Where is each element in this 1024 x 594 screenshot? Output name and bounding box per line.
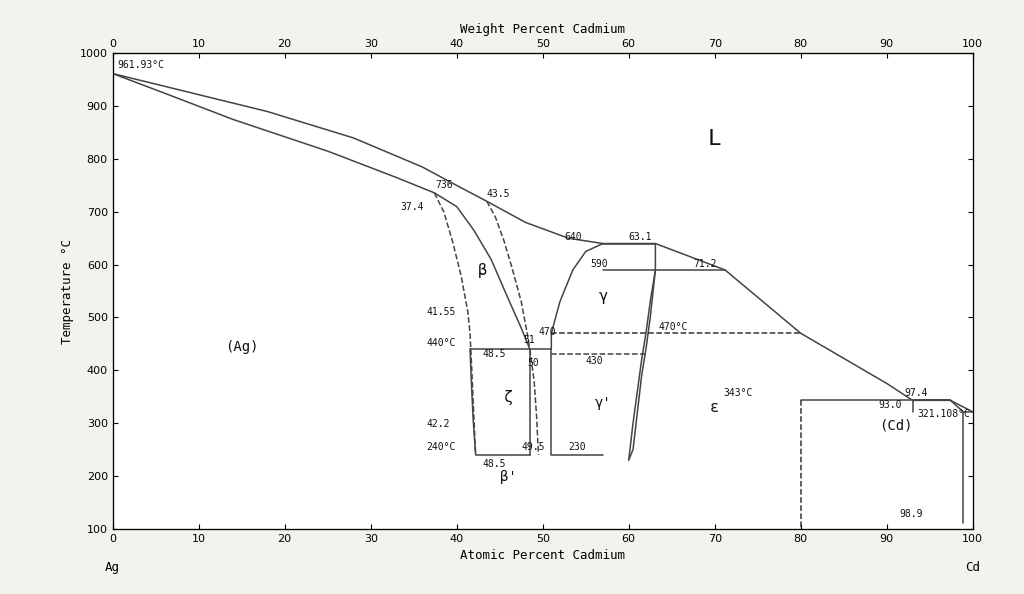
Text: 640: 640: [564, 232, 582, 242]
X-axis label: Atomic Percent Cadmium: Atomic Percent Cadmium: [460, 549, 626, 562]
Text: 42.2: 42.2: [427, 419, 451, 429]
Text: 41.55: 41.55: [427, 308, 456, 317]
Text: β: β: [478, 263, 487, 278]
Text: ε: ε: [711, 400, 719, 415]
Text: (Cd): (Cd): [879, 419, 912, 432]
X-axis label: Weight Percent Cadmium: Weight Percent Cadmium: [460, 23, 626, 36]
Text: Cd: Cd: [966, 561, 980, 574]
Text: 37.4: 37.4: [400, 202, 424, 212]
Text: 240°C: 240°C: [427, 442, 456, 452]
Text: 50: 50: [527, 358, 539, 368]
Text: 961.93°C: 961.93°C: [117, 61, 164, 70]
Text: 63.1: 63.1: [629, 232, 652, 242]
Text: 343°C: 343°C: [723, 388, 753, 398]
Text: 230: 230: [568, 442, 586, 452]
Text: 93.0: 93.0: [879, 400, 902, 410]
Text: 48.5: 48.5: [482, 459, 506, 469]
Text: β': β': [500, 470, 517, 484]
Text: 430: 430: [586, 356, 603, 366]
Text: 590: 590: [590, 259, 607, 269]
Y-axis label: Temperature °C: Temperature °C: [61, 239, 74, 343]
Text: 51: 51: [524, 336, 536, 346]
Text: 470: 470: [539, 327, 556, 337]
Text: 736: 736: [435, 179, 453, 189]
Text: γ': γ': [595, 396, 611, 410]
Text: 440°C: 440°C: [427, 337, 456, 347]
Text: 470°C: 470°C: [658, 322, 688, 331]
Text: 48.5: 48.5: [482, 349, 506, 359]
Text: γ: γ: [598, 289, 607, 304]
Text: 71.2: 71.2: [693, 259, 717, 269]
Text: (Ag): (Ag): [225, 340, 258, 355]
Text: 49.5: 49.5: [521, 442, 545, 452]
Text: 43.5: 43.5: [486, 189, 510, 198]
Text: 321.108°C: 321.108°C: [916, 409, 970, 419]
Text: L: L: [708, 128, 722, 148]
Text: 97.4: 97.4: [904, 388, 928, 398]
Text: 98.9: 98.9: [900, 509, 924, 519]
Text: ζ: ζ: [504, 390, 513, 405]
Text: Ag: Ag: [105, 561, 120, 574]
